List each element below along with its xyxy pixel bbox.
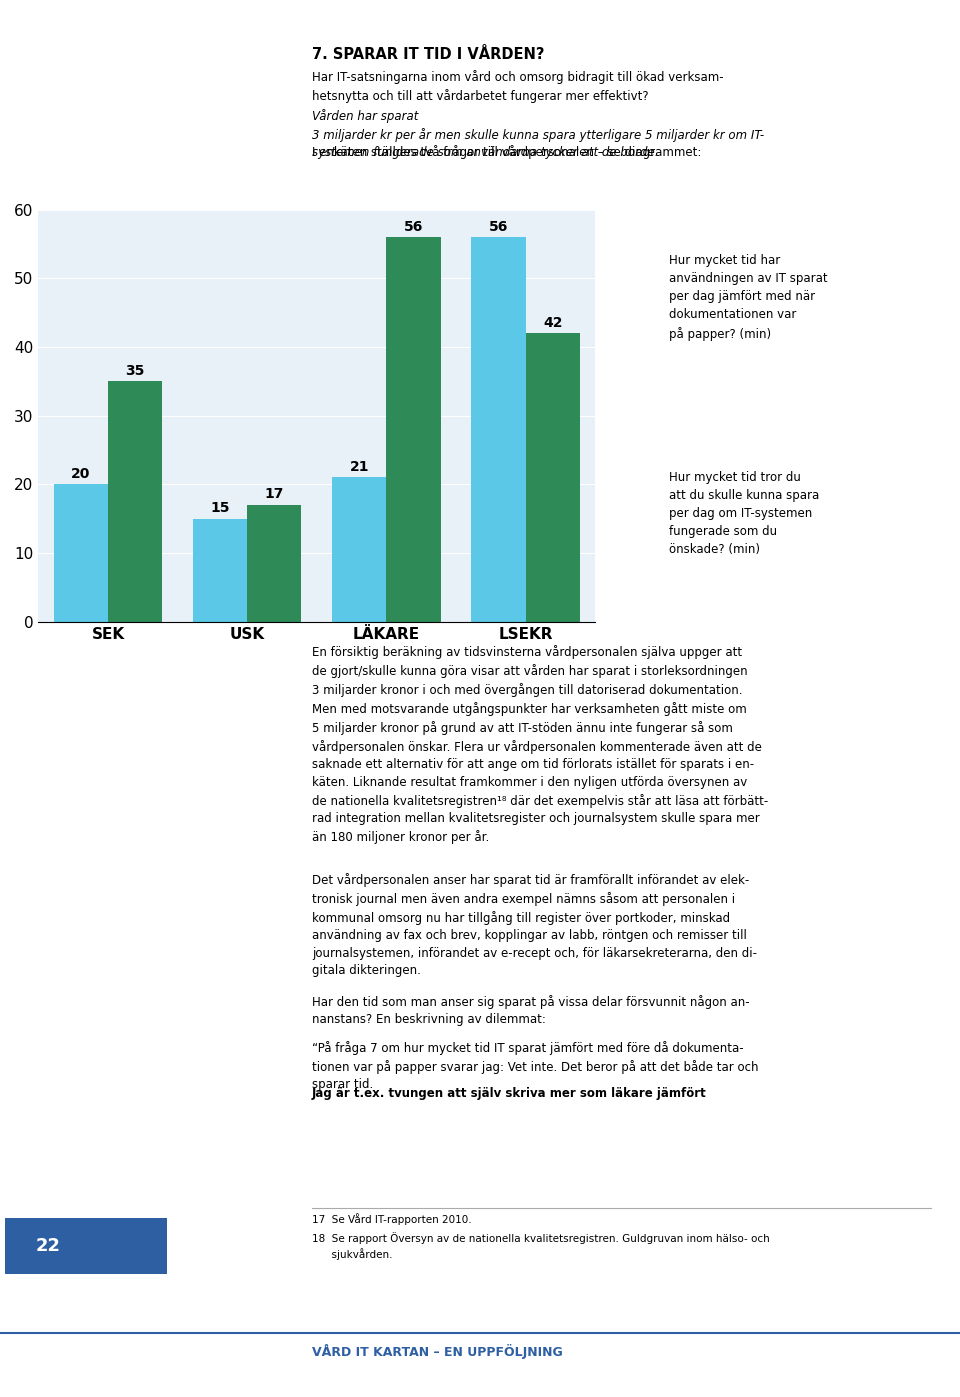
Text: Har den tid som man anser sig sparat på vissa delar försvunnit någon an-
nanstan: Har den tid som man anser sig sparat på … bbox=[312, 995, 750, 1027]
Text: I enkäten ställdes två frågor till vårdpersonalen – se diagrammet:: I enkäten ställdes två frågor till vårdp… bbox=[312, 145, 702, 159]
Text: Har IT-satsningarna inom vård och omsorg bidragit till ökad verksam-
hetsnytta o: Har IT-satsningarna inom vård och omsorg… bbox=[312, 70, 724, 103]
Text: 56: 56 bbox=[489, 219, 508, 233]
Bar bbox=[54, 485, 108, 622]
Text: En försiktig beräkning av tidsvinsterna vårdpersonalen själva uppger att
de gjor: En försiktig beräkning av tidsvinsterna … bbox=[312, 645, 768, 844]
Text: 20: 20 bbox=[71, 467, 90, 481]
Bar bbox=[108, 381, 162, 622]
Bar bbox=[526, 332, 580, 622]
Text: VÅRD IT KARTAN – EN UPPFÖLJNING: VÅRD IT KARTAN – EN UPPFÖLJNING bbox=[312, 1344, 563, 1359]
Text: 42: 42 bbox=[543, 316, 563, 330]
Text: 56: 56 bbox=[404, 219, 423, 233]
Text: 18  Se rapport Översyn av de nationella kvalitetsregistren. Guldgruvan inom häls: 18 Se rapport Översyn av de nationella k… bbox=[312, 1232, 770, 1260]
Bar bbox=[248, 504, 301, 622]
Text: Hur mycket tid har
användningen av IT sparat
per dag jämfört med när
dokumentati: Hur mycket tid har användningen av IT sp… bbox=[669, 254, 828, 341]
Bar bbox=[193, 518, 248, 622]
Text: Det vårdpersonalen anser har sparat tid är framförallt införandet av elek-
troni: Det vårdpersonalen anser har sparat tid … bbox=[312, 873, 757, 978]
Text: 7. SPARAR IT TID I VÅRDEN?: 7. SPARAR IT TID I VÅRDEN? bbox=[312, 47, 544, 63]
Text: 35: 35 bbox=[126, 363, 145, 377]
Text: 22: 22 bbox=[36, 1238, 60, 1255]
Text: Hur mycket tid tror du
att du skulle kunna spara
per dag om IT-systemen
fungerad: Hur mycket tid tror du att du skulle kun… bbox=[669, 471, 820, 556]
Bar bbox=[471, 237, 526, 622]
Bar bbox=[386, 237, 441, 622]
Text: 17  Se Vård IT-rapporten 2010.: 17 Se Vård IT-rapporten 2010. bbox=[312, 1213, 471, 1225]
Text: 21: 21 bbox=[349, 460, 369, 474]
Text: Jag är t.ex. tvungen att själv skriva mer som läkare jämfört: Jag är t.ex. tvungen att själv skriva me… bbox=[312, 1087, 707, 1099]
Text: “På fråga 7 om hur mycket tid IT sparat jämfört med före då dokumenta-
tionen va: “På fråga 7 om hur mycket tid IT sparat … bbox=[312, 1041, 758, 1091]
Text: 17: 17 bbox=[265, 488, 284, 502]
Text: 15: 15 bbox=[210, 502, 229, 515]
Text: Vården har sparat
3 miljarder kr per år men skulle kunna spara ytterligare 5 mil: Vården har sparat 3 miljarder kr per år … bbox=[312, 109, 764, 159]
Bar bbox=[332, 478, 386, 622]
FancyBboxPatch shape bbox=[6, 1218, 167, 1274]
